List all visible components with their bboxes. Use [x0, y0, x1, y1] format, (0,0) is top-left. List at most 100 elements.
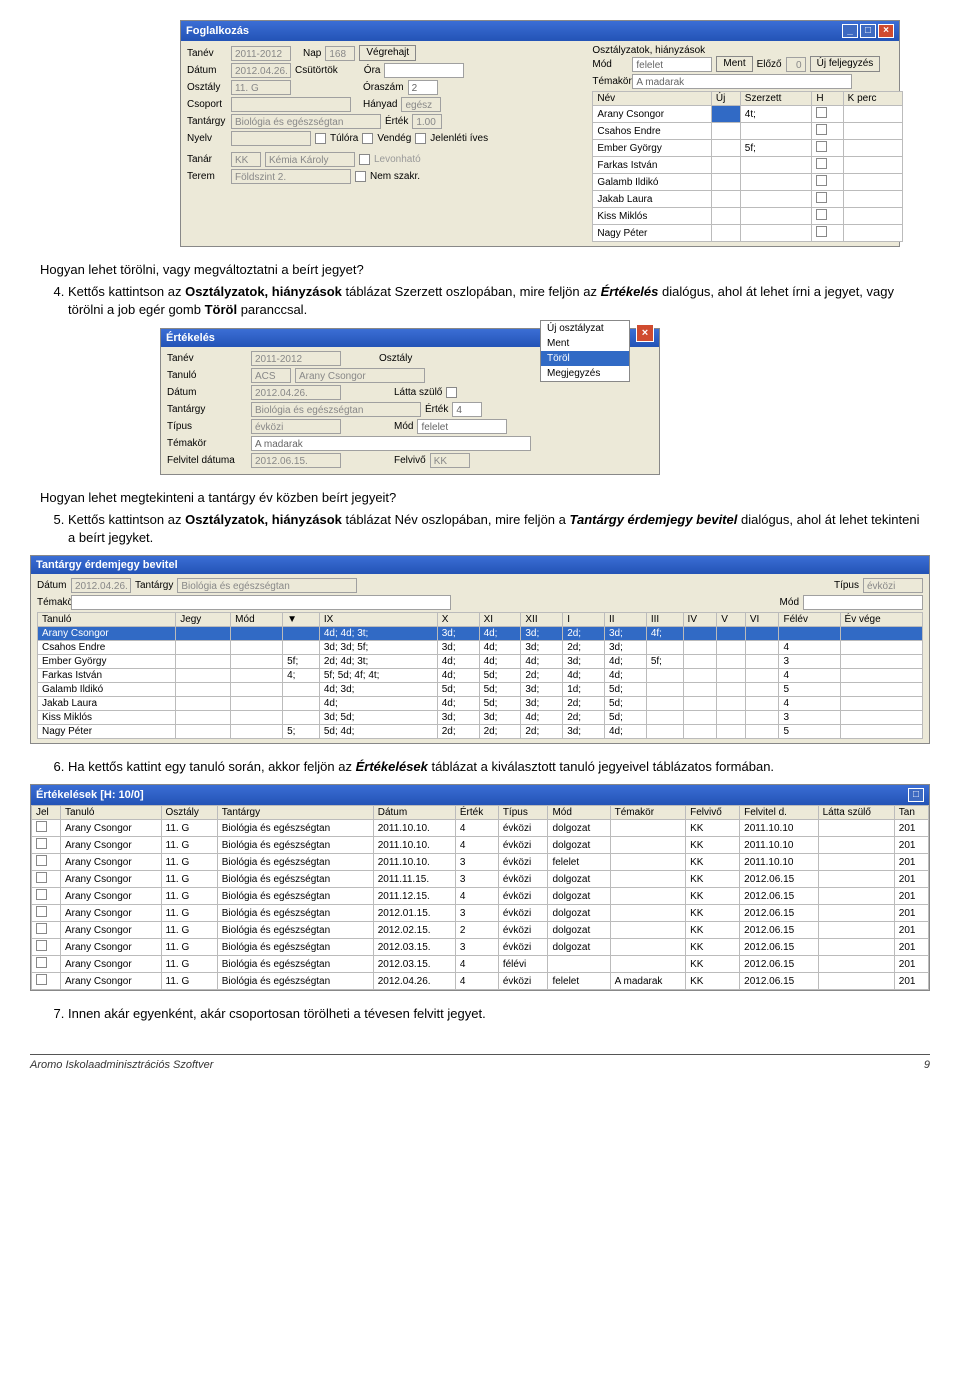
ujfeljegyzes-button[interactable]: Új feljegyzés [810, 56, 881, 72]
h-checkbox[interactable] [816, 209, 827, 220]
oraszam-field[interactable]: 2 [408, 80, 438, 95]
h-checkbox[interactable] [816, 141, 827, 152]
nyelv-label: Nyelv [187, 133, 227, 144]
nemszakr-checkbox[interactable] [355, 171, 366, 182]
jel-checkbox[interactable] [36, 940, 47, 951]
jel-checkbox[interactable] [36, 957, 47, 968]
hanyad-field[interactable]: egész [401, 97, 441, 112]
context-menu[interactable]: Új osztályzatMentTörölMegjegyzés [540, 320, 630, 382]
tanar-name-field[interactable]: Kémia Károly [265, 152, 355, 167]
ej-tantargy-field[interactable]: Biológia és egészségtan [177, 578, 357, 593]
ek-row[interactable]: Arany Csongor11. GBiológia és egészségta… [32, 939, 929, 956]
osztaly-field[interactable]: 11. G [231, 80, 291, 95]
e-ertek-field[interactable]: 4 [452, 402, 482, 417]
tulora-checkbox[interactable] [315, 133, 326, 144]
levonhato-checkbox[interactable] [359, 154, 370, 165]
mod-field[interactable]: felelet [632, 57, 712, 72]
e-felvivo-field[interactable]: KK [430, 453, 470, 468]
nap-field[interactable]: 168 [325, 46, 355, 61]
ej-datum-field[interactable]: 2012.04.26. [71, 578, 131, 593]
jel-checkbox[interactable] [36, 906, 47, 917]
ej-row[interactable]: Csahos Endre3d; 3d; 5f;3d;4d;3d;2d;3d;4 [38, 641, 923, 655]
ek-header: Látta szülő [818, 806, 894, 820]
jel-checkbox[interactable] [36, 838, 47, 849]
roster-row[interactable]: Nagy Péter [593, 225, 903, 242]
ej-row[interactable]: Farkas István4;5f; 5d; 4f; 4t;4d;5d;2d;4… [38, 669, 923, 683]
ej-header: VI [745, 613, 779, 627]
jel-checkbox[interactable] [36, 889, 47, 900]
maximize-icon[interactable]: □ [908, 788, 924, 802]
ej-row[interactable]: Ember György5f;2d; 4d; 3t;4d;4d;4d;3d;4d… [38, 655, 923, 669]
ment-button[interactable]: Ment [716, 56, 752, 72]
terem-field[interactable]: Földszint 2. [231, 169, 351, 184]
ek-row[interactable]: Arany Csongor11. GBiológia és egészségta… [32, 854, 929, 871]
jelenleti-checkbox[interactable] [415, 133, 426, 144]
h-checkbox[interactable] [816, 175, 827, 186]
ej-row[interactable]: Kiss Miklós3d; 5d;3d;3d;4d;2d;5d;3 [38, 711, 923, 725]
maximize-icon[interactable]: □ [860, 24, 876, 38]
ek-row[interactable]: Arany Csongor11. GBiológia és egészségta… [32, 871, 929, 888]
vegrehajt-button[interactable]: Végrehajt [359, 45, 416, 61]
jel-checkbox[interactable] [36, 974, 47, 985]
ek-row[interactable]: Arany Csongor11. GBiológia és egészségta… [32, 888, 929, 905]
menu-item[interactable]: Töröl [541, 351, 629, 366]
roster-row[interactable]: Csahos Endre [593, 123, 903, 140]
ek-row[interactable]: Arany Csongor11. GBiológia és egészségta… [32, 922, 929, 939]
ej-row[interactable]: Jakab Laura4d;4d;5d;3d;2d;5d;4 [38, 697, 923, 711]
ek-row[interactable]: Arany Csongor11. GBiológia és egészségta… [32, 905, 929, 922]
menu-item[interactable]: Ment [541, 336, 629, 351]
datum-field[interactable]: 2012.04.26. [231, 63, 291, 78]
e-tanulo-code-field[interactable]: ACS [251, 368, 291, 383]
ej-tipus-field[interactable]: évközi [863, 578, 923, 593]
e-felvdatum-field[interactable]: 2012.06.15. [251, 453, 341, 468]
roster-row[interactable]: Farkas István [593, 157, 903, 174]
ek-row[interactable]: Arany Csongor11. GBiológia és egészségta… [32, 820, 929, 837]
roster-row[interactable]: Arany Csongor4t; [593, 106, 903, 123]
jel-checkbox[interactable] [36, 855, 47, 866]
minimize-icon[interactable]: _ [842, 24, 858, 38]
close-icon[interactable]: × [878, 24, 894, 38]
csoport-field[interactable] [231, 97, 351, 112]
jel-checkbox[interactable] [36, 923, 47, 934]
nyelv-field[interactable] [231, 131, 311, 146]
e-mod-field[interactable]: felelet [417, 419, 507, 434]
vendeg-checkbox[interactable] [362, 133, 373, 144]
ej-temakor-field[interactable] [71, 595, 451, 610]
jel-checkbox[interactable] [36, 821, 47, 832]
ej-row[interactable]: Galamb Ildikó4d; 3d;5d;5d;3d;1d;5d;5 [38, 683, 923, 697]
ej-row[interactable]: Arany Csongor4d; 4d; 3t;3d;4d;3d;2d;3d;4… [38, 627, 923, 641]
temakor-field[interactable]: A madarak [632, 74, 852, 89]
h-checkbox[interactable] [816, 192, 827, 203]
h-checkbox[interactable] [816, 107, 827, 118]
roster-row[interactable]: Ember György5f; [593, 140, 903, 157]
ek-row[interactable]: Arany Csongor11. GBiológia és egészségta… [32, 956, 929, 973]
tanar-code-field[interactable]: KK [231, 152, 261, 167]
jel-checkbox[interactable] [36, 872, 47, 883]
ej-row[interactable]: Nagy Péter5;5d; 4d;2d;2d;2d;3d;4d;5 [38, 725, 923, 739]
e-tipus-field[interactable]: évközi [251, 419, 341, 434]
roster-row[interactable]: Jakab Laura [593, 191, 903, 208]
e-tanulo-name-field[interactable]: Arany Csongor [295, 368, 425, 383]
ertek-field[interactable]: 1.00 [412, 114, 442, 129]
ek-row[interactable]: Arany Csongor11. GBiológia és egészségta… [32, 837, 929, 854]
footer-pagenum: 9 [924, 1059, 930, 1071]
roster-row[interactable]: Kiss Miklós [593, 208, 903, 225]
ora-field[interactable] [384, 63, 464, 78]
close-icon[interactable]: × [636, 324, 654, 342]
e-tanev-field[interactable]: 2011-2012 [251, 351, 341, 366]
e-latta-checkbox[interactable] [446, 387, 457, 398]
e-temakor-field[interactable]: A madarak [251, 436, 531, 451]
e-tantargy-field[interactable]: Biológia és egészségtan [251, 402, 421, 417]
page-footer: Aromo Iskolaadminisztrációs Szoftver 9 [30, 1054, 930, 1071]
roster-row[interactable]: Galamb Ildikó [593, 174, 903, 191]
ej-mod-field[interactable] [803, 595, 923, 610]
h-checkbox[interactable] [816, 124, 827, 135]
menu-item[interactable]: Új osztályzat [541, 321, 629, 336]
menu-item[interactable]: Megjegyzés [541, 366, 629, 381]
e-datum-field[interactable]: 2012.04.26. [251, 385, 341, 400]
h-checkbox[interactable] [816, 158, 827, 169]
ek-row[interactable]: Arany Csongor11. GBiológia és egészségta… [32, 973, 929, 990]
tanev-field[interactable]: 2011-2012 [231, 46, 291, 61]
h-checkbox[interactable] [816, 226, 827, 237]
tantargy-field[interactable]: Biológia és egészségtan [231, 114, 381, 129]
